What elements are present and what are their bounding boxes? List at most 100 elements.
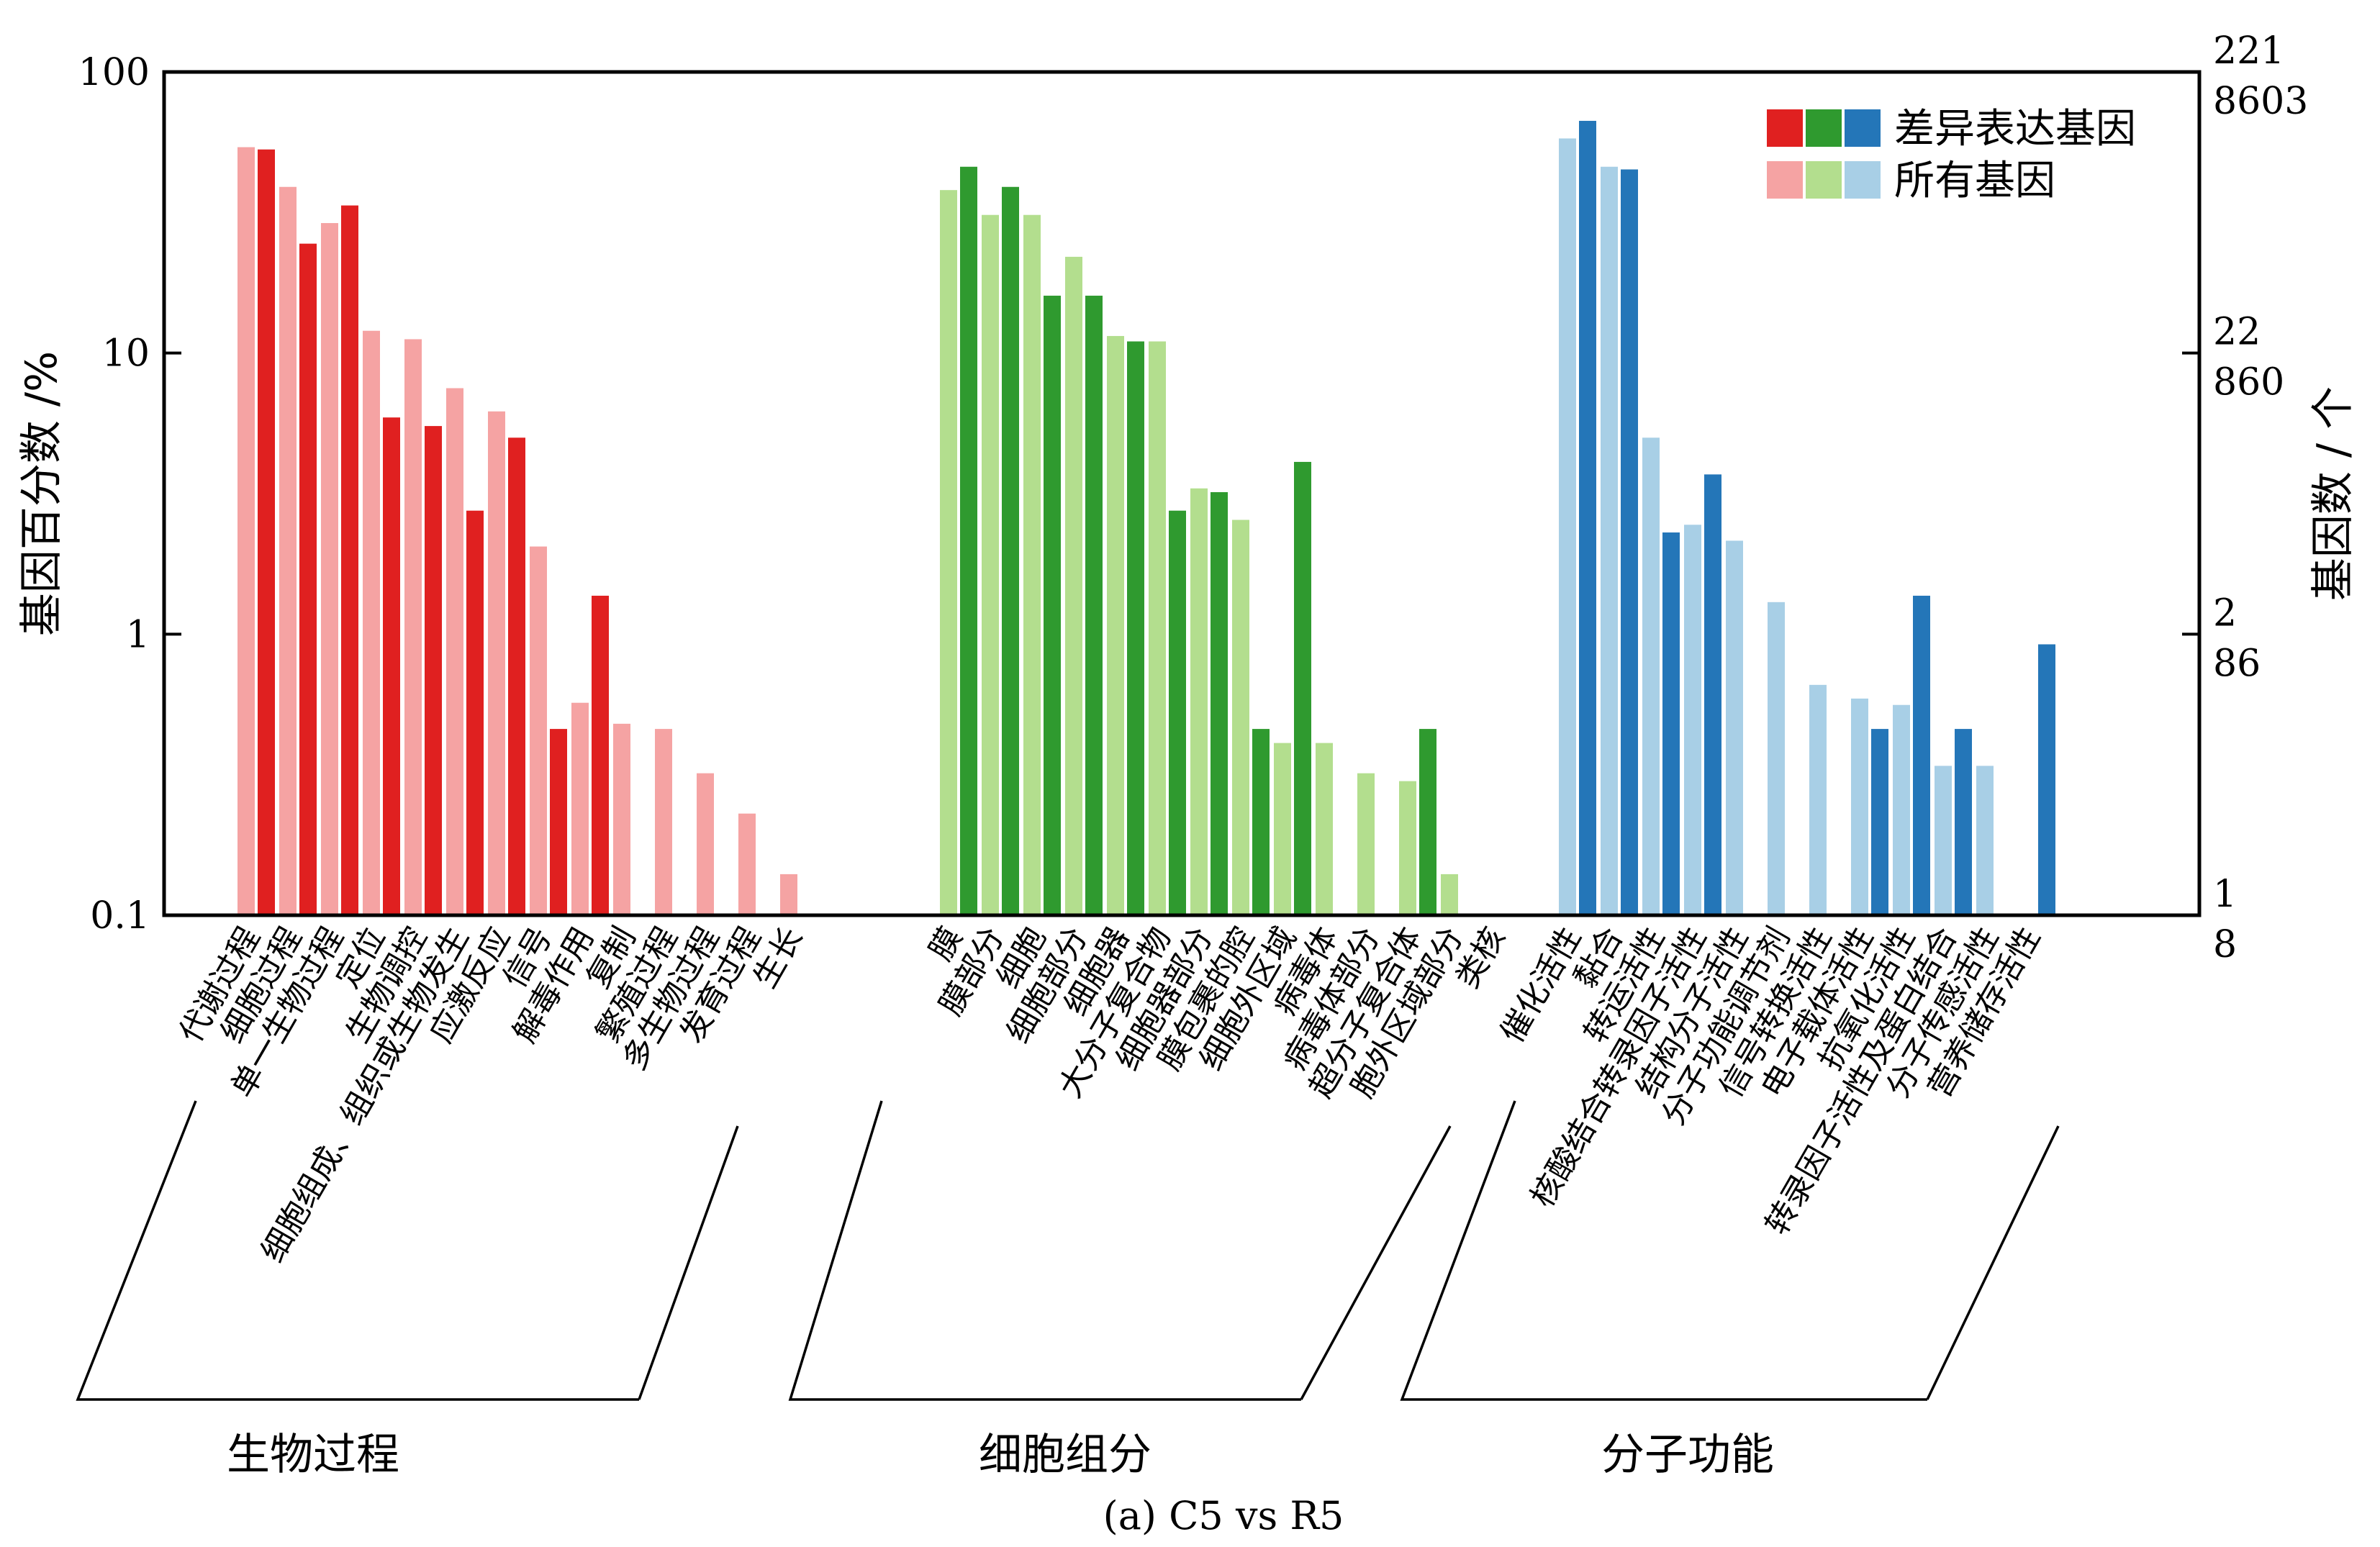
bar-diff-genes [383,417,400,915]
y-tick-label: 100 [78,51,150,94]
bar-diff-genes [1579,120,1596,915]
bar-diff-genes [1419,729,1436,915]
bar-all-genes [530,546,547,915]
bar-diff-genes [1002,186,1019,915]
bar-all-genes [1065,256,1082,915]
y-axis-right-label: 基因数 / 个 [2308,386,2358,601]
bar-all-genes [1316,743,1333,915]
bar-all-genes [1809,684,1827,915]
bar-all-genes [1441,874,1458,915]
bar-all-genes [1399,781,1416,915]
y-right-tick-label: 860 [2213,361,2284,404]
bar-all-genes [780,874,797,915]
bars-layer [237,120,2055,916]
bar-diff-genes [258,149,275,916]
group-brackets: 生物过程 细胞组分 分子功能 [76,1100,2060,1480]
bar-all-genes [738,813,756,915]
bar-diff-genes [1662,532,1680,915]
bar-all-genes [655,729,672,915]
bar-diff-genes [1704,474,1721,915]
legend-swatch [1845,109,1881,147]
legend-swatch [1767,161,1803,199]
bar-diff-genes [2038,644,2055,915]
figure-caption: (a) C5 vs R5 [1103,1493,1344,1538]
bar-all-genes [1976,766,1994,915]
bar-diff-genes [1169,510,1186,915]
y-right-tick-label: 2 [2213,591,2237,635]
legend-swatch [1845,161,1881,199]
x-tick-labels: 代谢过程细胞过程单一生物过程定位生物调控细胞组成、组织或生物发生应激反应信号解毒… [172,921,2048,1269]
y-right-tick-label: 221 [2213,30,2284,73]
bar-diff-genes [592,595,609,915]
bar-diff-genes [425,426,442,915]
bar-diff-genes [1294,461,1311,915]
legend-label: 所有基因 [1894,158,2055,204]
bar-all-genes [237,147,255,916]
bar-all-genes [1684,525,1701,915]
bar-all-genes [279,186,297,915]
legend-swatch [1806,161,1842,199]
bar-all-genes [1935,766,1952,915]
group-bracket [1400,1100,2060,1401]
group-label: 分子功能 [1601,1430,1774,1480]
bar-diff-genes [299,243,317,915]
bar-all-genes [404,339,422,915]
bar-all-genes [697,773,714,915]
bar-all-genes [571,702,589,915]
bar-all-genes [1768,602,1785,915]
legend-label: 差异表达基因 [1894,106,2136,153]
bar-diff-genes [550,729,567,915]
bar-all-genes [1357,773,1375,915]
bar-all-genes [446,388,463,915]
bar-diff-genes [1913,595,1930,915]
bar-all-genes [1601,166,1618,915]
y-tick-label: 10 [102,332,150,376]
bar-all-genes [1893,704,1910,915]
y-tick-label: 1 [126,613,150,656]
legend-swatch [1767,109,1803,147]
group-bracket [788,1100,1452,1401]
bar-diff-genes [1955,729,1972,915]
bar-all-genes [940,190,957,915]
y-axis-left-label: 基因百分数 /% [17,351,67,636]
bar-all-genes [982,214,999,916]
y-right-tick-label: 22 [2213,311,2261,354]
bar-all-genes [1149,341,1166,915]
bar-diff-genes [1621,169,1638,916]
bar-all-genes [321,223,338,915]
bar-diff-genes [1252,729,1270,915]
bar-diff-genes [1044,295,1061,915]
y-axis-left: 0.1 1 10 100 [78,51,181,938]
bar-all-genes [1851,698,1868,915]
y-right-tick-label: 1 [2213,873,2237,916]
group-label: 生物过程 [227,1430,399,1480]
bar-all-genes [613,723,630,915]
y-right-tick-label: 8 [2213,923,2237,966]
bar-all-genes [1642,437,1660,915]
group-label: 细胞组分 [979,1430,1151,1480]
bar-all-genes [1107,335,1124,915]
bar-diff-genes [960,166,977,915]
bar-all-genes [1023,214,1041,916]
bar-all-genes [488,411,505,915]
bar-diff-genes [1085,295,1103,915]
bar-diff-genes [1127,341,1144,915]
group-bracket [76,1100,739,1401]
bar-all-genes [1232,520,1249,915]
y-right-tick-label: 8603 [2213,80,2308,123]
plot-frame [162,70,2202,917]
legend-swatch [1806,109,1842,147]
y-right-tick-label: 86 [2213,642,2261,685]
bar-diff-genes [466,510,484,915]
bar-diff-genes [341,205,358,915]
bar-all-genes [1559,138,1576,916]
bar-all-genes [1190,488,1208,915]
y-axis-right: 1 8 2 86 22 860 221 8603 [2182,30,2308,966]
bar-all-genes [363,330,380,916]
y-tick-label: 0.1 [90,894,150,938]
bar-diff-genes [508,437,525,915]
bar-all-genes [1274,743,1291,915]
bar-diff-genes [1211,491,1228,915]
